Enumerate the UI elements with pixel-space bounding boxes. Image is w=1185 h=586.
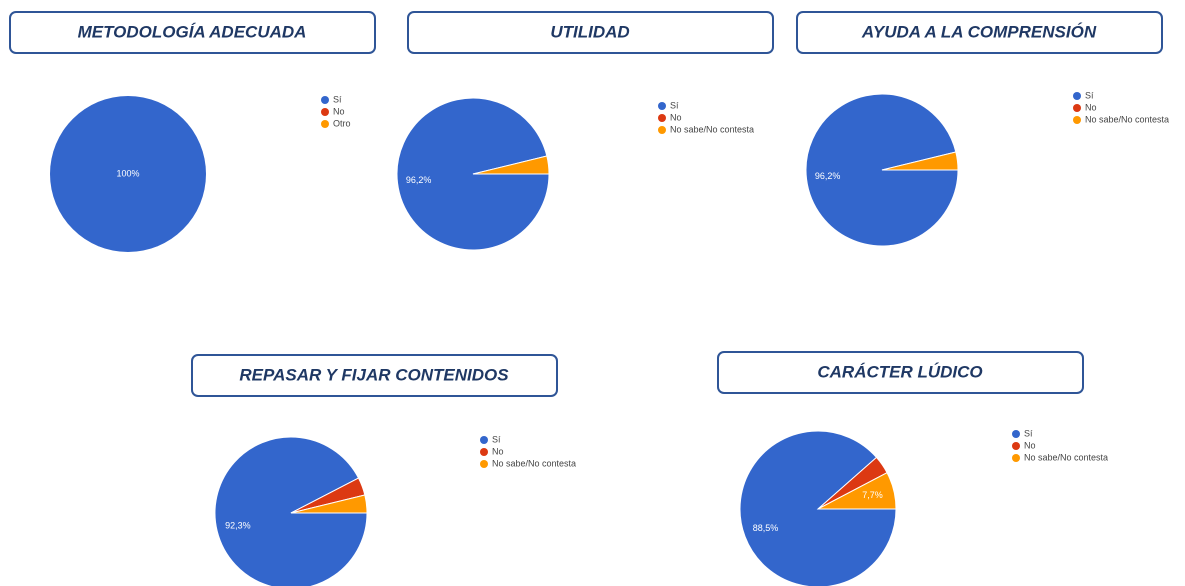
chart-title: UTILIDAD xyxy=(550,22,629,41)
legend-label: No xyxy=(1024,440,1036,450)
legend-label: No xyxy=(333,106,345,116)
legend-swatch xyxy=(1073,116,1081,124)
legend-swatch xyxy=(480,460,488,468)
legend-label: Sí xyxy=(333,94,342,104)
chart-title: REPASAR Y FIJAR CONTENIDOS xyxy=(239,365,509,384)
legend-label: Sí xyxy=(492,434,501,444)
chart-title: METODOLOGÍA ADECUADA xyxy=(78,22,307,41)
data-label: 100% xyxy=(116,168,139,178)
legend-swatch xyxy=(1012,442,1020,450)
title-box xyxy=(796,11,1163,54)
legend-label: Sí xyxy=(1024,428,1033,438)
legend-swatch xyxy=(321,108,329,116)
data-label: 7,7% xyxy=(862,490,883,500)
legend-label: No sabe/No contesta xyxy=(1085,114,1169,124)
legend-swatch xyxy=(321,96,329,104)
legend-swatch xyxy=(321,120,329,128)
legend-label: No xyxy=(670,112,682,122)
legend-swatch xyxy=(1012,454,1020,462)
pie-slice xyxy=(881,151,959,171)
legend-swatch xyxy=(658,102,666,110)
data-label: 92,3% xyxy=(225,520,251,530)
title-box xyxy=(9,11,376,54)
legend-label: No xyxy=(492,446,504,456)
pie-slice xyxy=(214,436,368,586)
pie-slice xyxy=(472,155,550,175)
data-label: 96,2% xyxy=(815,171,841,181)
title-box xyxy=(717,351,1084,394)
legend-swatch xyxy=(658,126,666,134)
legend-swatch xyxy=(480,448,488,456)
pie-slice xyxy=(50,96,206,252)
legend-label: No sabe/No contesta xyxy=(1024,452,1108,462)
pie-slice xyxy=(817,472,897,510)
legend-label: No xyxy=(1085,102,1097,112)
data-label: 96,2% xyxy=(406,175,432,185)
legend-label: Sí xyxy=(1085,90,1094,100)
legend-label: Otro xyxy=(333,118,351,128)
legend-swatch xyxy=(480,436,488,444)
data-label: 88,5% xyxy=(753,523,779,533)
title-box xyxy=(191,354,558,397)
legend-swatch xyxy=(1073,92,1081,100)
title-box xyxy=(407,11,774,54)
chart-title: AYUDA A LA COMPRENSIÓN xyxy=(861,22,1097,41)
legend-label: Sí xyxy=(670,100,679,110)
legend-label: No sabe/No contesta xyxy=(492,458,576,468)
legend-swatch xyxy=(1073,104,1081,112)
legend-swatch xyxy=(658,114,666,122)
pie-slice xyxy=(290,494,368,514)
legend-swatch xyxy=(1012,430,1020,438)
chart-title: CARÁCTER LÚDICO xyxy=(817,362,982,381)
legend-label: No sabe/No contesta xyxy=(670,124,754,134)
